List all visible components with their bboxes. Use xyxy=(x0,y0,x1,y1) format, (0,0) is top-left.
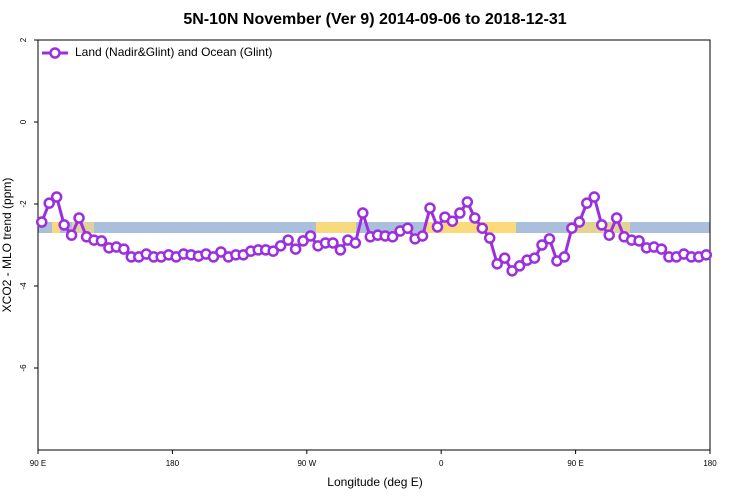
data-point xyxy=(543,233,556,245)
data-point xyxy=(469,212,481,224)
data-point xyxy=(282,234,294,246)
data-point xyxy=(118,243,130,255)
data-point xyxy=(349,237,362,249)
y-tick-label: 0 xyxy=(19,119,28,124)
data-point xyxy=(536,239,548,251)
data-point xyxy=(401,222,414,234)
data-point xyxy=(491,258,503,270)
data-point xyxy=(498,252,511,264)
data-point xyxy=(304,230,317,242)
data-point xyxy=(424,202,436,214)
x-tick-label: 0 xyxy=(439,459,444,468)
data-point xyxy=(528,252,541,264)
x-tick-label: 180 xyxy=(703,459,717,468)
data-point xyxy=(65,229,78,241)
data-point xyxy=(588,191,601,203)
data-point xyxy=(581,197,593,209)
data-point xyxy=(700,249,713,261)
data-point xyxy=(461,196,474,208)
y-tick-label: -2 xyxy=(19,200,28,208)
data-point xyxy=(566,222,578,234)
y-axis-title: XCO2 - MLO trend (ppm) xyxy=(0,178,14,313)
x-tick-label: 90 E xyxy=(567,459,583,468)
legend-label: Land (Nadir&Glint) and Ocean (Glint) xyxy=(75,45,272,59)
data-point xyxy=(633,235,645,247)
series xyxy=(35,191,713,277)
data-point xyxy=(73,212,85,224)
data-point xyxy=(454,207,466,219)
data-point xyxy=(95,235,108,247)
legend-marker xyxy=(49,47,61,59)
data-point xyxy=(610,212,623,224)
data-point xyxy=(558,251,571,263)
data-point xyxy=(274,240,287,252)
data-point xyxy=(446,215,459,227)
data-point xyxy=(289,243,302,255)
data-point xyxy=(43,197,55,209)
data-point xyxy=(327,237,339,249)
data-point xyxy=(476,222,489,234)
data-point xyxy=(386,231,399,243)
data-point xyxy=(416,230,429,242)
y-tick-label: -6 xyxy=(19,364,28,372)
x-tick-label: 180 xyxy=(166,459,180,468)
plot-frame xyxy=(37,39,711,451)
y-tick-label: -4 xyxy=(19,282,28,290)
x-tick-label: 90 E xyxy=(30,459,46,468)
x-tick-label: 90 W xyxy=(297,459,316,468)
data-point xyxy=(267,245,279,257)
data-point xyxy=(513,260,526,272)
data-point xyxy=(603,229,615,241)
data-point xyxy=(334,244,347,256)
y-tick-label: 2 xyxy=(19,37,28,42)
data-point xyxy=(357,207,369,219)
data-point xyxy=(431,221,444,233)
data-point xyxy=(483,232,496,244)
land-band xyxy=(426,222,516,233)
land-band xyxy=(52,222,60,233)
chart-title: 5N-10N November (Ver 9) 2014-09-06 to 20… xyxy=(183,11,566,28)
land-band xyxy=(316,222,356,233)
data-point xyxy=(50,191,63,203)
ocean-band xyxy=(38,222,710,233)
x-axis-title: Longitude (deg E) xyxy=(327,475,422,489)
data-point xyxy=(573,216,586,228)
data-point xyxy=(35,216,48,228)
data-point xyxy=(655,243,668,255)
data-point xyxy=(58,219,70,231)
legend: Land (Nadir&Glint) and Ocean (Glint) xyxy=(42,45,272,59)
data-point xyxy=(595,219,608,231)
